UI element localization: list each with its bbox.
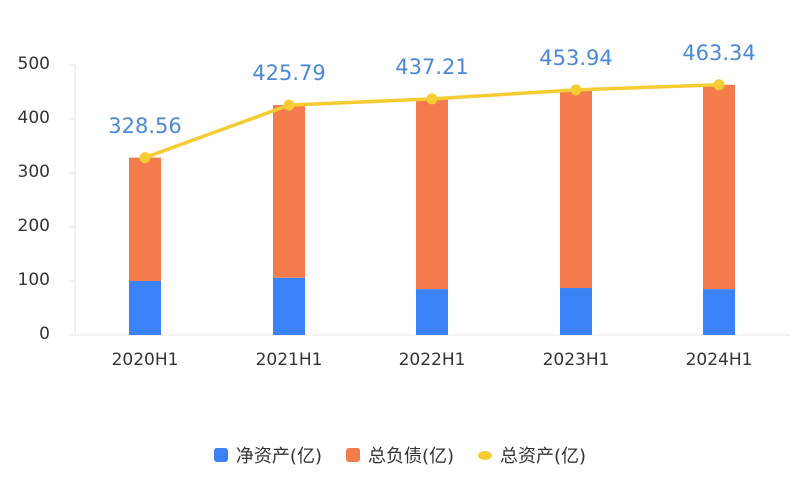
legend-label: 净资产(亿): [235, 446, 322, 467]
point-total-assets[interactable]: [139, 152, 151, 164]
legend-item-net-assets[interactable]: 净资产(亿): [213, 442, 322, 468]
data-label: 328.56: [108, 113, 182, 138]
legend-item-total-assets[interactable]: 总资产(亿): [478, 442, 586, 468]
x-tick-label: 2021H1: [255, 350, 323, 370]
legend-item-liabilities[interactable]: 总负债(亿): [345, 442, 455, 468]
bar-net-assets[interactable]: [703, 289, 735, 335]
data-label: 437.21: [395, 54, 469, 79]
bar-net-assets[interactable]: [560, 288, 592, 335]
legend: 净资产(亿) 总负债(亿) 总资产(亿): [0, 442, 800, 468]
bar-net-assets[interactable]: [416, 289, 448, 335]
bar-net-assets[interactable]: [129, 281, 161, 335]
point-total-assets[interactable]: [713, 79, 725, 91]
data-label: 463.34: [682, 40, 756, 65]
y-tick-label: 500: [17, 54, 50, 74]
y-tick-label: 200: [17, 216, 50, 236]
point-total-assets[interactable]: [283, 99, 295, 111]
bar-liabilities[interactable]: [703, 84, 735, 290]
x-tick-label: 2020H1: [111, 350, 179, 370]
y-tick-label: 0: [39, 324, 50, 344]
bar-liabilities[interactable]: [560, 89, 592, 289]
y-tick-label: 100: [17, 270, 50, 290]
legend-swatch-icon: [213, 448, 228, 462]
point-total-assets[interactable]: [570, 84, 582, 96]
x-tick-label: 2024H1: [685, 350, 753, 370]
bar-liabilities[interactable]: [273, 105, 305, 278]
legend-label: 总资产(亿): [500, 446, 587, 467]
legend-swatch-icon: [345, 448, 360, 462]
y-tick-label: 400: [17, 108, 50, 128]
plot-area: [69, 64, 790, 336]
legend-label: 总负债(亿): [367, 446, 455, 467]
data-label: 453.94: [539, 45, 613, 70]
x-tick-label: 2022H1: [398, 350, 466, 370]
point-total-assets[interactable]: [426, 93, 438, 105]
legend-dot-icon: [478, 450, 493, 460]
x-tick-label: 2023H1: [542, 350, 610, 370]
bar-liabilities[interactable]: [416, 98, 448, 290]
bar-net-assets[interactable]: [273, 277, 305, 335]
data-label: 425.79: [252, 61, 326, 86]
bar-liabilities[interactable]: [129, 157, 161, 281]
y-tick-label: 300: [17, 162, 50, 182]
